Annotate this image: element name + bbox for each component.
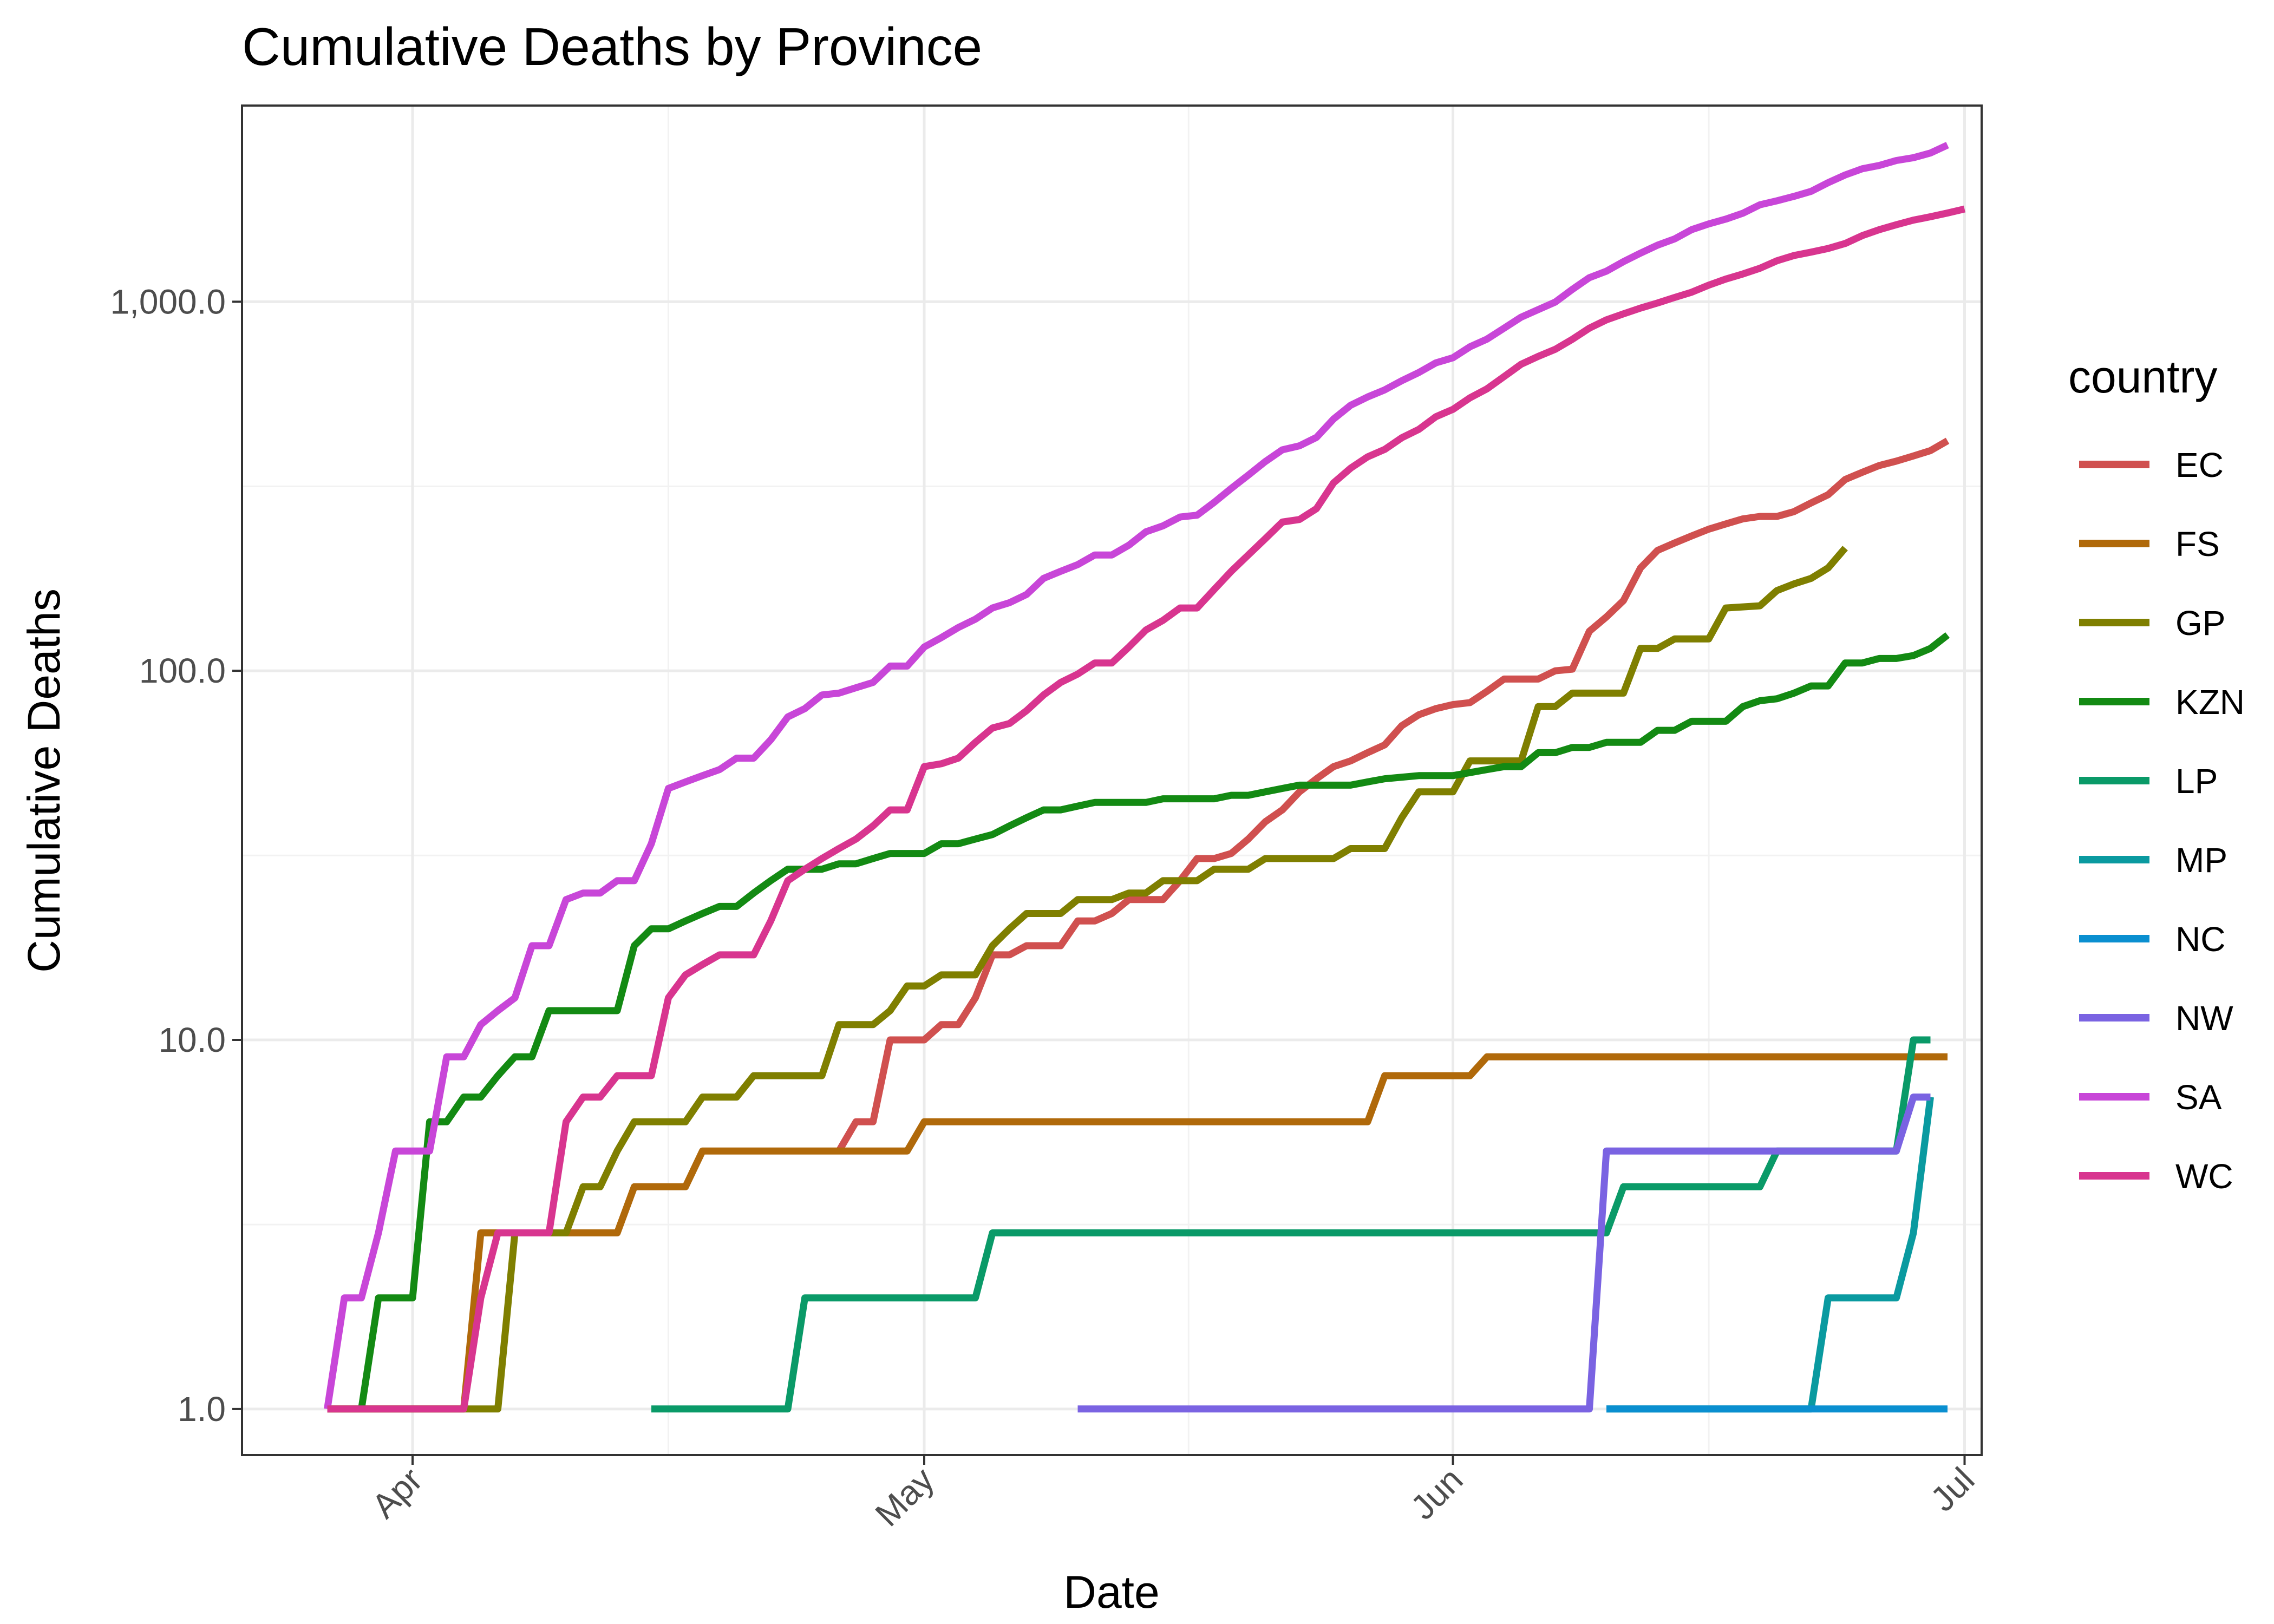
plot-border — [241, 104, 1983, 1456]
legend-label-gp: GP — [2175, 604, 2225, 643]
y-axis-title: Cumulative Deaths — [18, 588, 69, 973]
x-axis: Apr May Jun Jul — [364, 1455, 1982, 1534]
series-line-gp — [327, 546, 1848, 1413]
x-axis-title: Date — [1063, 1567, 1159, 1618]
x-tick-label: Jul — [1923, 1460, 1982, 1519]
y-tick-label: 1.0 — [178, 1390, 226, 1429]
chart-title: Cumulative Deaths by Province — [242, 17, 982, 76]
legend-label-lp: LP — [2175, 762, 2218, 801]
y-tick-label: 100.0 — [139, 651, 226, 690]
x-tick-label: May — [867, 1460, 941, 1534]
legend-label-mp: MP — [2175, 841, 2227, 880]
series-line-sa — [324, 142, 1949, 1410]
series-line-wc — [327, 205, 1965, 1413]
series-layer — [324, 142, 1965, 1413]
y-axis: 1.0 10.0 100.0 1,000.0 — [110, 282, 242, 1429]
series-line-nw — [1077, 1093, 1931, 1413]
legend: country EC FS GP KZN LP MP NC NW SA WC — [2068, 351, 2245, 1196]
legend-label-nw: NW — [2175, 999, 2233, 1038]
legend-label-kzn: KZN — [2175, 683, 2245, 722]
legend-label-fs: FS — [2175, 525, 2220, 564]
series-line-kzn — [358, 632, 1950, 1410]
legend-label-nc: NC — [2175, 920, 2225, 959]
grid — [242, 106, 1982, 1455]
legend-label-sa: SA — [2175, 1078, 2222, 1117]
series-line-ec — [835, 437, 1950, 1153]
legend-label-wc: WC — [2175, 1157, 2233, 1196]
legend-title: country — [2068, 351, 2217, 402]
series-line-mp — [1606, 1096, 1934, 1413]
x-tick-label: Jun — [1403, 1460, 1471, 1527]
y-tick-label: 10.0 — [158, 1020, 226, 1059]
y-tick-label: 1,000.0 — [110, 282, 226, 321]
x-tick-label: Apr — [364, 1460, 430, 1525]
legend-label-ec: EC — [2175, 446, 2224, 484]
